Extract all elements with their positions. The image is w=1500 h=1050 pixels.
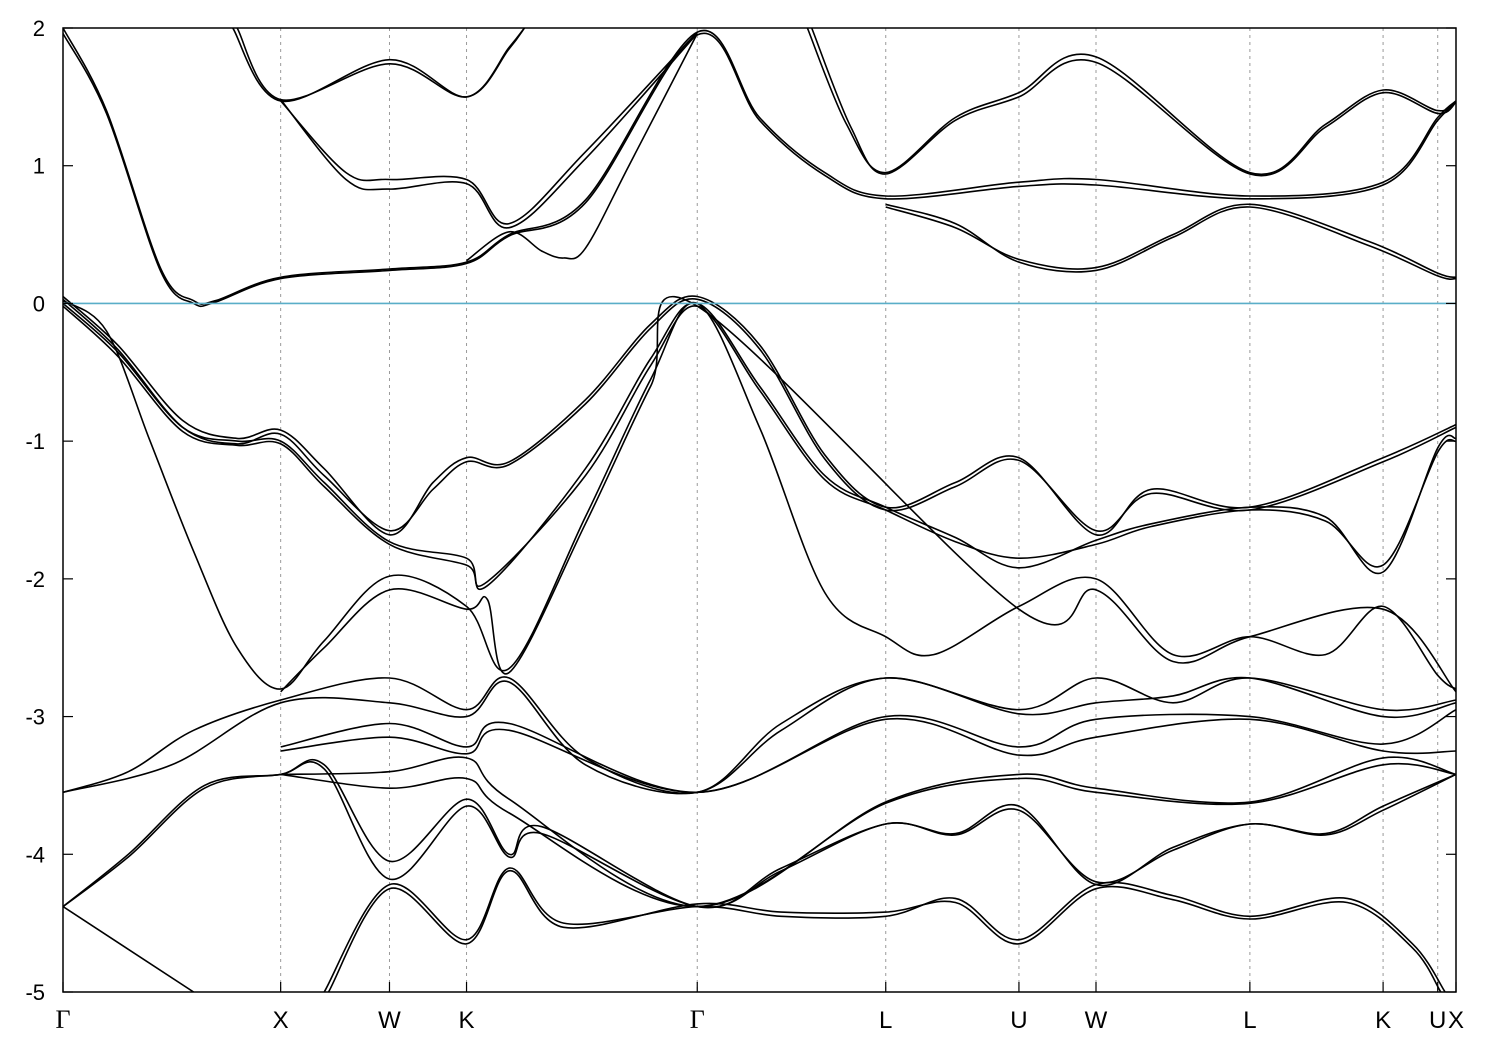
band-line [466, 33, 699, 262]
band-line [63, 32, 1456, 308]
band-line [885, 203, 1456, 280]
band-line [63, 28, 1456, 305]
band-series-group [63, 28, 1456, 992]
kpoint-label: L [1243, 1007, 1256, 1034]
kpoint-label: W [378, 1007, 401, 1034]
band-line [280, 763, 1456, 908]
y-tick-label: 2 [33, 16, 45, 41]
kpoint-label: K [459, 1007, 475, 1034]
kpoint-label: K [1375, 1007, 1391, 1034]
band-line [280, 756, 1456, 908]
band-line [806, 28, 1456, 176]
band-line [327, 870, 1442, 992]
y-tick-label: 1 [33, 154, 45, 179]
band-line [63, 305, 1456, 588]
kpoint-label: Γ [690, 1005, 705, 1034]
y-axis-ticks: -5 -4 -3 -2 -1 0 1 2 [25, 16, 1456, 1005]
kpoint-label: X [1448, 1007, 1464, 1034]
band-line [280, 717, 1456, 794]
y-tick-label: 0 [33, 291, 45, 316]
kpoint-label: U [1429, 1007, 1446, 1034]
y-tick-label: -3 [25, 705, 45, 730]
band-line [63, 302, 1456, 591]
band-line [63, 298, 1456, 532]
band-line [280, 295, 1456, 693]
plot-frame [62, 27, 1457, 993]
kpoint-label: U [1010, 1007, 1027, 1034]
band-line [885, 203, 1456, 279]
band-line [63, 905, 195, 992]
band-line [280, 32, 698, 229]
band-line [323, 867, 1446, 992]
band-line [63, 676, 1456, 795]
kpoint-label: X [273, 1007, 289, 1034]
y-tick-label: -1 [25, 429, 45, 454]
band-line [280, 708, 1456, 794]
band-line [280, 31, 698, 225]
y-tick-label: -4 [25, 842, 45, 867]
kpoint-label: W [1085, 1007, 1108, 1034]
y-tick-label: -5 [25, 980, 45, 1005]
y-tick-label: -2 [25, 567, 45, 592]
band-line [63, 295, 1456, 536]
kpoint-label: Γ [55, 1005, 70, 1034]
band-line [810, 28, 1456, 177]
band-line [236, 28, 526, 101]
kpoint-label: L [879, 1007, 892, 1034]
band-line [232, 28, 526, 103]
